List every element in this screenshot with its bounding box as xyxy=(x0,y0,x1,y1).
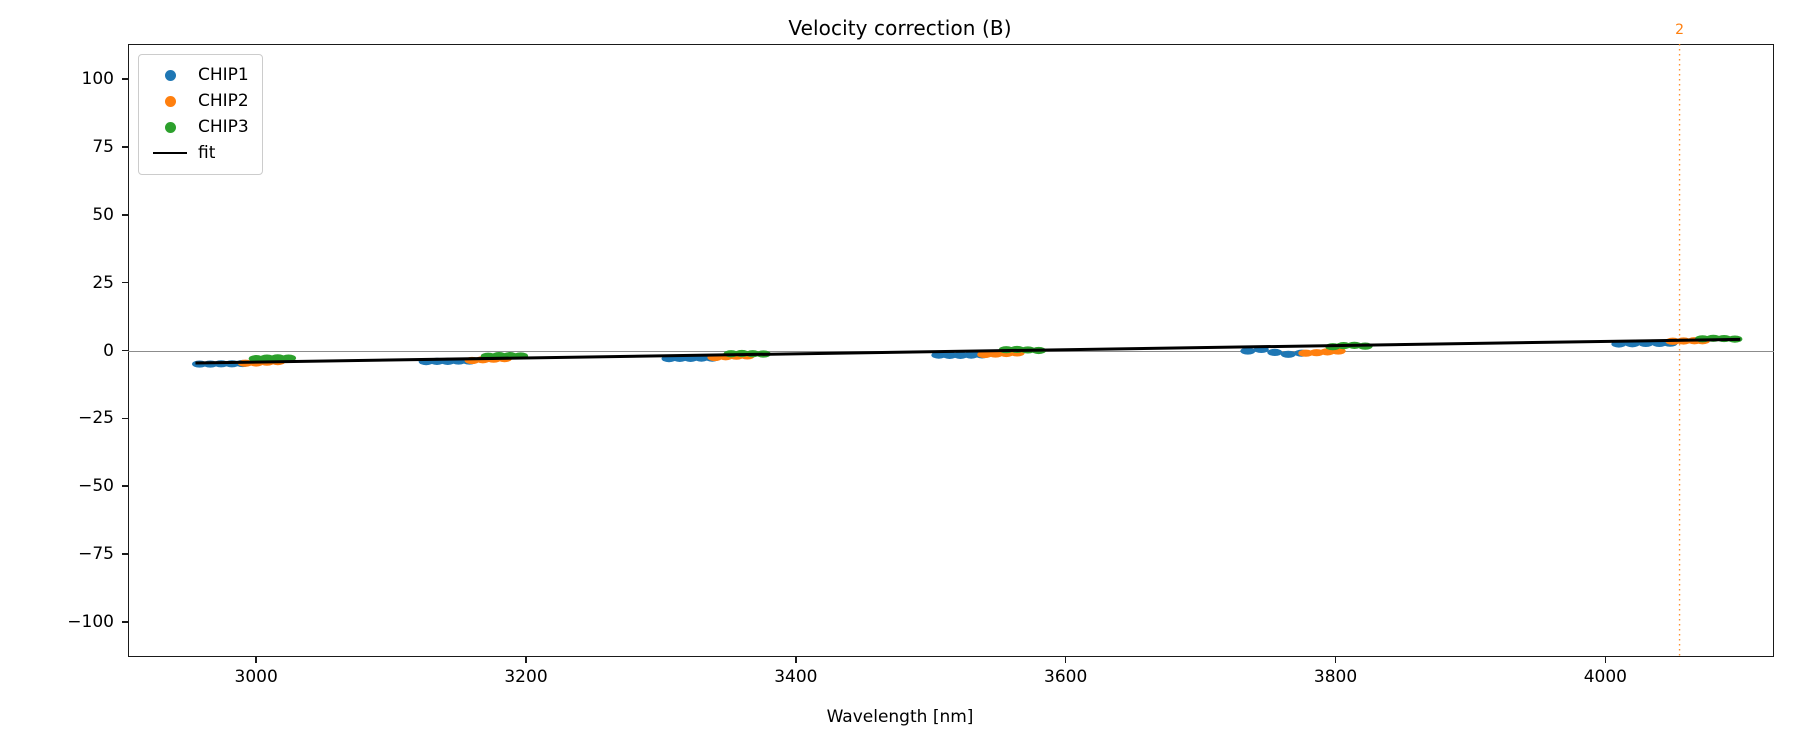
legend: CHIP1 CHIP2 CHIP3 fit xyxy=(138,54,263,175)
x-tick-label: 3400 xyxy=(774,667,818,687)
x-tick-mark xyxy=(1334,657,1337,663)
vline-annotation-label: 2 xyxy=(1675,22,1685,38)
x-axis-label: Wavelength [nm] xyxy=(826,707,974,727)
y-tick-label: 25 xyxy=(92,272,114,293)
legend-label: fit xyxy=(198,143,216,163)
plot-area: CHIP1 CHIP2 CHIP3 fit xyxy=(128,44,1774,657)
legend-dot-icon xyxy=(164,121,176,133)
x-tick-mark xyxy=(525,657,527,663)
y-tick-label: 0 xyxy=(103,340,114,361)
y-tick-label: −75 xyxy=(78,543,114,564)
y-tick-mark xyxy=(122,417,128,420)
legend-item-chip2[interactable]: CHIP2 xyxy=(150,88,249,114)
y-tick-mark xyxy=(122,214,128,216)
legend-item-chip1[interactable]: CHIP1 xyxy=(150,62,249,88)
data-point xyxy=(1267,348,1283,356)
page-title: Velocity correction (B) xyxy=(788,16,1012,40)
y-tick-mark xyxy=(122,78,128,81)
data-point xyxy=(270,354,286,362)
data-point xyxy=(281,354,297,362)
y-tick-label: 50 xyxy=(92,204,114,225)
y-tick-label: −100 xyxy=(67,611,114,632)
y-axis-label: dv (vipere - pipeline) [km/s] xyxy=(0,0,24,105)
y-tick-mark xyxy=(122,620,128,623)
y-tick-mark xyxy=(122,146,128,148)
legend-line-icon xyxy=(153,151,187,155)
y-tick-label: 100 xyxy=(81,69,114,90)
y-tick-label: −50 xyxy=(78,476,114,497)
legend-item-fit[interactable]: fit xyxy=(150,140,249,166)
y-tick-mark xyxy=(122,349,128,352)
y-tick-mark xyxy=(122,553,128,555)
x-tick-label: 3800 xyxy=(1313,667,1358,687)
x-tick-label: 3200 xyxy=(504,667,548,687)
fit-line xyxy=(195,337,1741,365)
legend-item-chip3[interactable]: CHIP3 xyxy=(150,114,249,140)
legend-label: CHIP2 xyxy=(198,91,249,111)
legend-label: CHIP1 xyxy=(198,65,249,85)
x-tick-mark xyxy=(255,657,257,663)
data-layer xyxy=(192,44,1743,657)
data-point xyxy=(1240,347,1256,355)
x-tick-mark xyxy=(1064,657,1067,663)
data-point xyxy=(942,351,958,359)
data-point xyxy=(952,351,968,359)
y-tick-label: −25 xyxy=(78,408,114,429)
data-point xyxy=(248,355,264,363)
x-tick-mark xyxy=(795,657,797,663)
x-tick-mark xyxy=(1604,657,1607,663)
legend-dot-icon xyxy=(164,69,176,81)
y-tick-label: 75 xyxy=(92,137,114,158)
legend-swatch xyxy=(150,121,190,133)
x-tick-label: 4000 xyxy=(1583,667,1627,687)
x-tick-label: 3000 xyxy=(234,667,278,687)
legend-swatch xyxy=(150,95,190,107)
x-tick-label: 3600 xyxy=(1044,667,1088,687)
data-point xyxy=(963,351,979,359)
data-point xyxy=(1298,349,1314,357)
legend-swatch xyxy=(150,69,190,81)
data-point xyxy=(977,350,993,359)
data-point xyxy=(931,351,947,359)
y-tick-mark xyxy=(122,281,128,284)
legend-label: CHIP3 xyxy=(198,117,249,137)
y-tick-mark xyxy=(122,485,128,487)
data-point xyxy=(1280,350,1296,358)
legend-dot-icon xyxy=(164,95,176,107)
data-point xyxy=(259,354,275,362)
legend-swatch xyxy=(150,151,190,155)
